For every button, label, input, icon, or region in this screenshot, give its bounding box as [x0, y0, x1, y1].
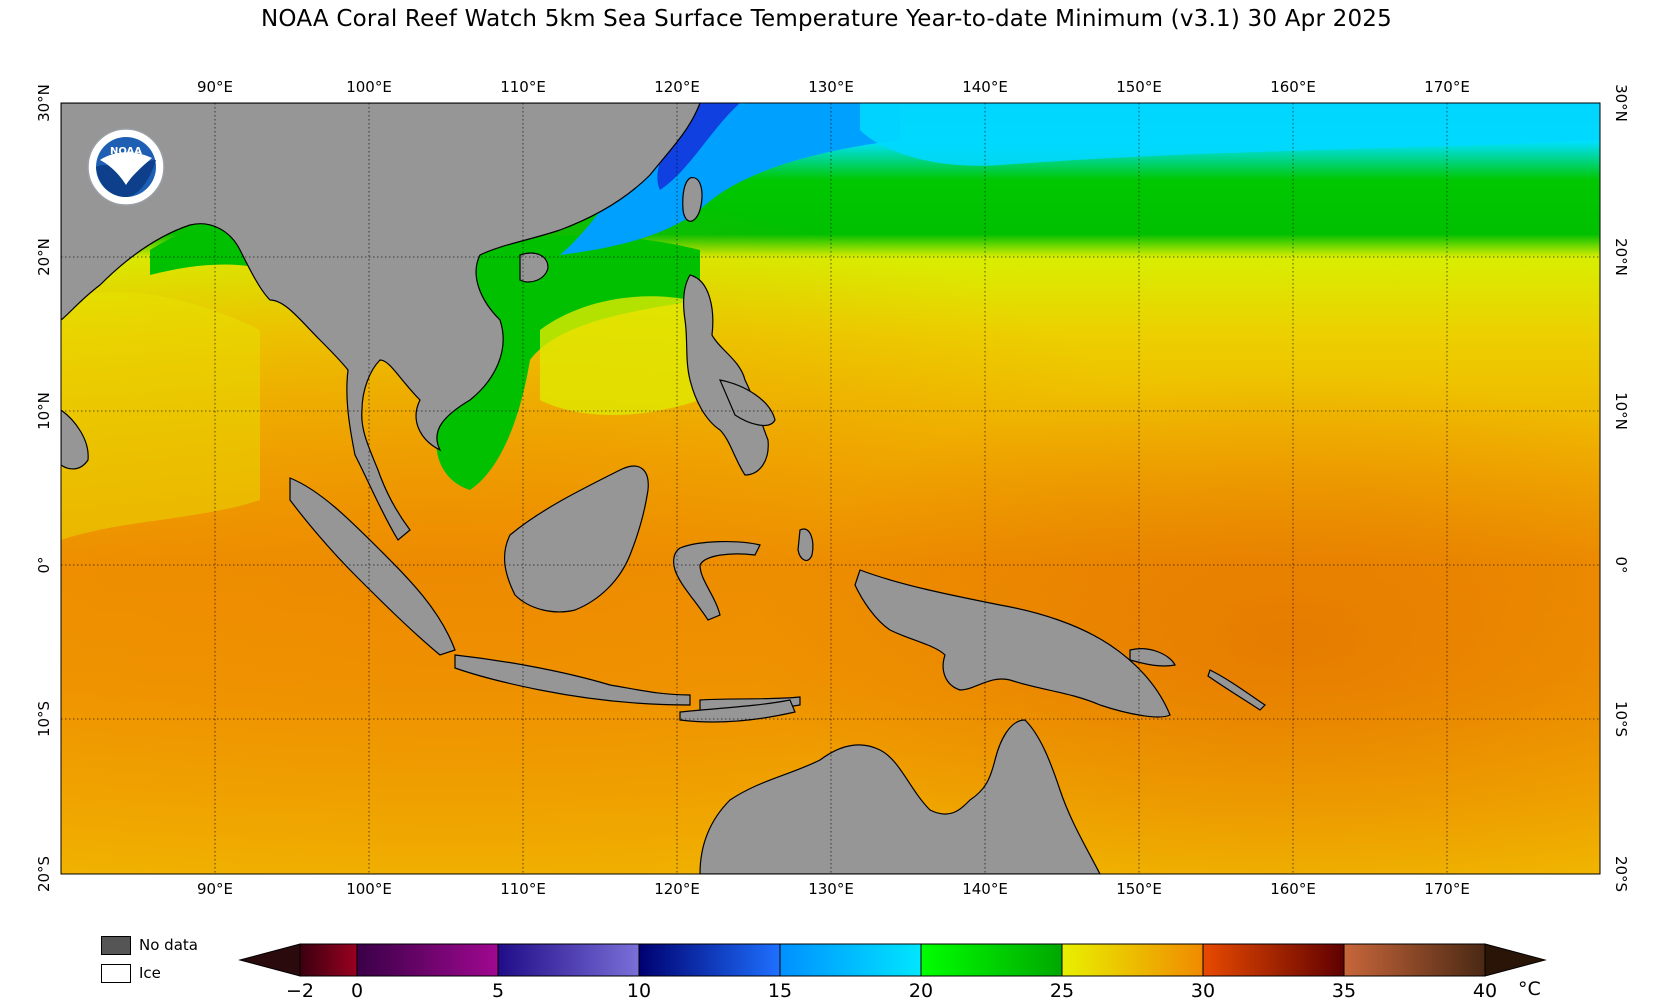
lat-label-right: 10°S [1612, 700, 1630, 738]
lon-label-bottom: 150°E [1116, 880, 1162, 898]
colorbar-tick-label: 30 [1190, 980, 1216, 1002]
no-data-swatch [101, 936, 131, 955]
noaa-logo-text: NOAA [110, 146, 142, 157]
lon-label-bottom: 140°E [962, 880, 1008, 898]
map-area [61, 103, 1600, 874]
colorbar-tick-label: −2 [285, 980, 315, 1002]
lon-label-top: 100°E [346, 78, 392, 96]
colorbar-unit-label: °C [1518, 978, 1541, 1000]
lon-label-top: 90°E [196, 78, 234, 96]
lon-label-bottom: 90°E [196, 880, 234, 898]
colorbar-tick-label: 40 [1472, 980, 1498, 1002]
lat-label-right: 30°N [1612, 84, 1630, 122]
lon-label-bottom: 130°E [808, 880, 854, 898]
lon-label-top: 150°E [1116, 78, 1162, 96]
lat-label-left: 10°S [35, 700, 53, 738]
colorbar-tick-label: 25 [1049, 980, 1075, 1002]
lat-label-right: 10°N [1612, 392, 1630, 430]
lat-label-right: 20°N [1612, 238, 1630, 276]
lon-label-top: 170°E [1424, 78, 1470, 96]
ice-label: Ice [139, 964, 161, 982]
lon-label-top: 130°E [808, 78, 854, 96]
map-title: NOAA Coral Reef Watch 5km Sea Surface Te… [261, 6, 1392, 32]
lat-label-left: 20°N [35, 238, 53, 276]
colorbar-tick-label: 20 [908, 980, 934, 1002]
ice-swatch [101, 964, 131, 983]
lon-label-top: 140°E [962, 78, 1008, 96]
lon-label-bottom: 160°E [1270, 880, 1316, 898]
map-frame [60, 102, 1601, 875]
colorbar-tick-label: 0 [350, 980, 364, 1002]
lon-label-bottom: 170°E [1424, 880, 1470, 898]
no-data-label: No data [139, 936, 198, 954]
colorbar [238, 943, 1547, 977]
lon-label-bottom: 110°E [500, 880, 546, 898]
lat-label-left: 0° [35, 556, 53, 574]
graticule [61, 103, 1600, 874]
lon-label-top: 120°E [654, 78, 700, 96]
lon-label-bottom: 120°E [654, 880, 700, 898]
noaa-logo: NOAA [87, 128, 165, 206]
lat-label-left: 30°N [35, 84, 53, 122]
land-masses [61, 103, 1266, 874]
colorbar-tick-label: 35 [1331, 980, 1357, 1002]
colorbar-tick-label: 10 [626, 980, 652, 1002]
lon-label-top: 160°E [1270, 78, 1316, 96]
colorbar-tick-label: 5 [491, 980, 505, 1002]
lon-label-bottom: 100°E [346, 880, 392, 898]
lat-label-right: 20°S [1612, 855, 1630, 893]
lat-label-left: 20°S [35, 855, 53, 893]
lon-label-top: 110°E [500, 78, 546, 96]
lat-label-right: 0° [1612, 556, 1630, 574]
colorbar-tick-label: 15 [767, 980, 793, 1002]
lat-label-left: 10°N [35, 392, 53, 430]
